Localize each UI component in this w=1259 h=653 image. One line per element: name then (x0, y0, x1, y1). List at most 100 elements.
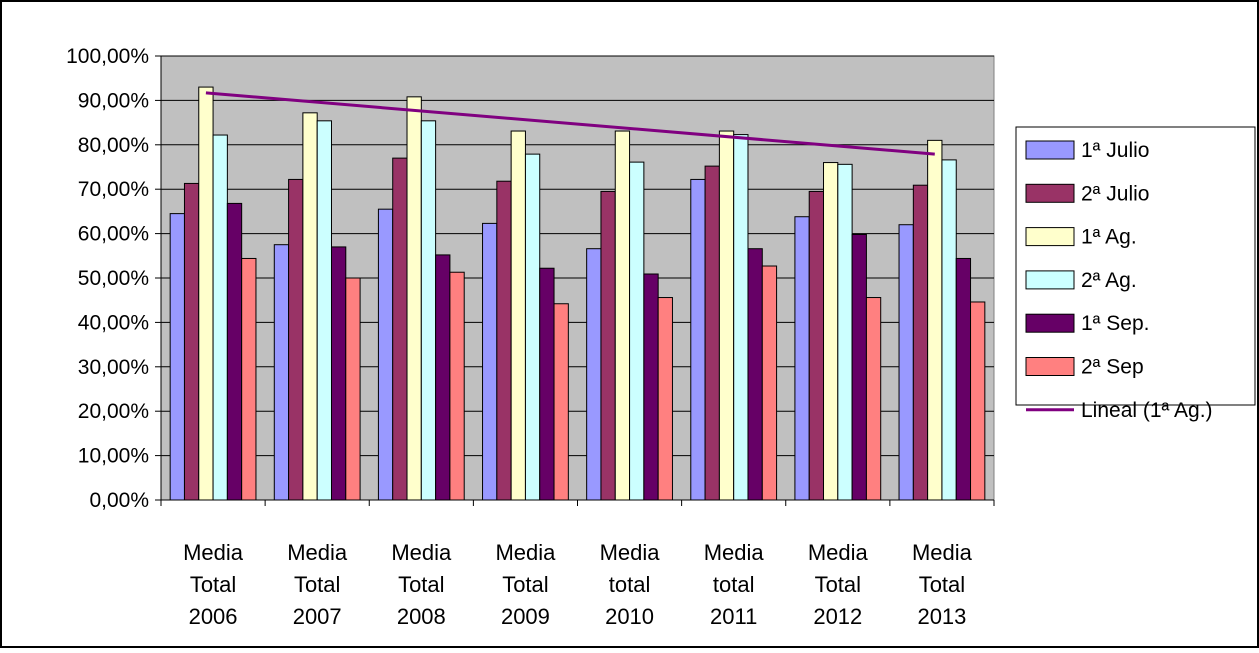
bar (539, 267, 555, 501)
bar (183, 182, 200, 501)
x-tick-label: Media Total 2013 (912, 540, 973, 629)
x-tick-label-line: Media (600, 540, 661, 565)
bar (690, 178, 706, 501)
trendline-group (205, 91, 935, 156)
bar (837, 163, 853, 501)
x-tick-label-line: total (713, 572, 755, 597)
legend: 1ª Julio 2ª Julio 1ª Ag. 2ª Ag. 1ª Sep. 2ª Se… (1015, 126, 1256, 422)
bar (898, 224, 914, 501)
y-tick-label: 60,00% (78, 223, 149, 246)
legend-label: Lineal (1ª Ag.) (1081, 399, 1213, 422)
x-tick-label-line: Total (190, 572, 236, 597)
bar (273, 244, 290, 501)
x-tick-label-line: Total (294, 572, 340, 597)
x-tick-label-line: Media (495, 540, 556, 565)
x-tick-label-line: total (609, 572, 651, 597)
bar (524, 153, 541, 501)
bar (392, 157, 408, 501)
bar (865, 297, 882, 501)
x-tick-label-line: Media (704, 540, 765, 565)
x-tick-label-line: 2010 (605, 604, 654, 629)
y-tick-label: 90,00% (78, 89, 149, 112)
bar (912, 184, 929, 501)
y-tick-label: 10,00% (78, 445, 149, 468)
legend-swatch (1025, 270, 1075, 290)
x-tick-label: Media total 2011 (704, 540, 765, 629)
bar (316, 120, 332, 501)
bar (629, 161, 645, 501)
bar (808, 190, 825, 501)
legend-label: 1ª Julio (1081, 139, 1149, 162)
x-tick-label-line: Media (391, 540, 452, 565)
bar (927, 139, 943, 501)
x-tick-label-line: Media (912, 540, 973, 565)
x-tick-label-line: 2006 (189, 604, 238, 629)
x-tick-label: Media Total 2007 (287, 540, 348, 629)
legend-label: 2ª Julio (1081, 182, 1149, 205)
bar (241, 257, 257, 501)
x-tick-label-line: Total (919, 572, 965, 597)
bar (496, 180, 512, 501)
legend-label: 2ª Sep (1081, 356, 1144, 379)
bar (955, 257, 972, 501)
legend-swatch (1025, 140, 1075, 160)
x-tick-label-line: Total (815, 572, 861, 597)
bar (614, 130, 631, 501)
bar (704, 165, 720, 501)
bar (553, 303, 569, 501)
bar (169, 213, 185, 501)
bar (586, 248, 602, 501)
x-tick-label: Media Total 2009 (495, 540, 556, 629)
bar (198, 86, 214, 501)
trendline (205, 91, 935, 156)
bar (510, 130, 526, 501)
y-tick-label: 40,00% (78, 311, 149, 334)
y-tick-label: 0,00% (89, 489, 149, 512)
x-tick-label-line: Media (287, 540, 348, 565)
x-axis-tick-labels: Media Total 2006 Media Total 2007 Media Total 20… (160, 500, 995, 629)
legend-label: 2ª Ag. (1081, 269, 1137, 292)
bar (761, 265, 778, 501)
bar (420, 120, 437, 501)
legend-label: 1ª Ag. (1081, 226, 1137, 249)
y-tick-label: 80,00% (78, 134, 149, 157)
y-tick-label: 70,00% (78, 178, 149, 201)
x-tick-label-line: Media (808, 540, 869, 565)
bar (941, 159, 957, 501)
bar (747, 248, 763, 501)
bar (718, 130, 735, 501)
x-tick-label-line: 2009 (501, 604, 550, 629)
y-tick-label: 50,00% (78, 267, 149, 290)
bar (449, 271, 465, 501)
x-tick-label-line: Total (398, 572, 444, 597)
bar (970, 301, 986, 501)
x-tick-label-line: 2011 (710, 604, 757, 629)
bar (406, 96, 422, 501)
bar (851, 233, 867, 501)
legend-swatch (1025, 313, 1075, 333)
bars (169, 86, 986, 501)
bar (226, 202, 243, 501)
bar (600, 190, 616, 501)
bar (482, 222, 498, 501)
bar (345, 277, 361, 501)
bar (733, 134, 749, 501)
legend-swatch (1025, 357, 1075, 376)
legend-swatch (1025, 183, 1075, 203)
bar (823, 162, 839, 501)
bar (657, 297, 673, 501)
x-tick-label-line: 2012 (813, 604, 862, 629)
x-tick-label-line: 2007 (293, 604, 342, 629)
bar (302, 112, 318, 501)
y-tick-label: 30,00% (78, 356, 149, 379)
x-tick-label: Media Total 2008 (391, 540, 452, 629)
x-tick-label-line: 2008 (397, 604, 446, 629)
legend-label: 1ª Sep. (1081, 312, 1150, 335)
bar (794, 216, 810, 501)
x-tick-label: Media Total 2006 (183, 540, 244, 629)
legend-swatch (1025, 227, 1075, 247)
x-tick-label-line: Media (183, 540, 244, 565)
x-tick-label-line: 2013 (917, 604, 966, 629)
